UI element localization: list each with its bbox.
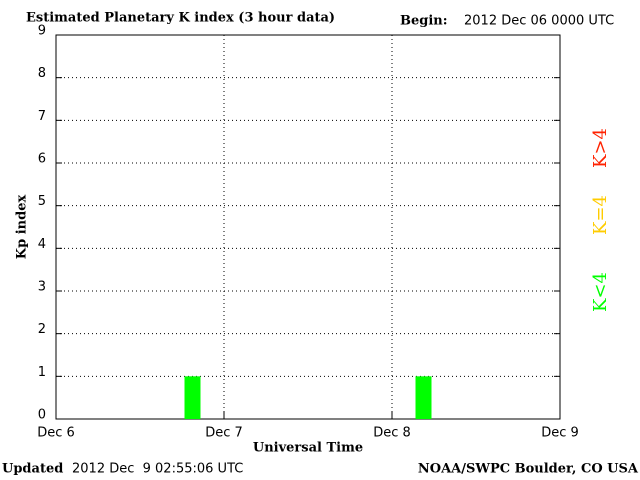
y-tick-label: 6 — [38, 152, 46, 167]
y-axis-label: Kp index — [15, 195, 30, 260]
y-tick-label: 4 — [38, 237, 46, 252]
y-tick-label: 2 — [38, 322, 46, 337]
source: NOAA/SWPC Boulder, CO USA — [418, 462, 639, 477]
bar — [184, 376, 201, 419]
y-tick-label: 9 — [38, 24, 46, 39]
x-tick-label: Dec 7 — [205, 426, 243, 441]
x-tick-label: Dec 9 — [541, 426, 579, 441]
updated-label: Updated — [2, 462, 63, 477]
x-axis-label: Universal Time — [253, 441, 363, 456]
y-tick-label: 0 — [38, 408, 46, 423]
legend-entry: K>4 — [590, 128, 611, 168]
y-tick-label: 7 — [38, 109, 46, 124]
begin-label: Begin: — [400, 14, 448, 29]
y-tick-label: 1 — [38, 365, 46, 380]
y-tick-label: 5 — [38, 194, 46, 209]
x-tick-label: Dec 8 — [373, 426, 411, 441]
plot-frame — [55, 34, 561, 420]
legend-entry: K=4 — [590, 195, 611, 235]
legend-entry: K<4 — [590, 272, 611, 312]
chart-title: Estimated Planetary K index (3 hour data… — [26, 11, 335, 26]
bar — [415, 376, 432, 419]
y-tick-label: 8 — [38, 66, 46, 81]
updated-date: 2012 Dec 9 02:55:06 UTC — [72, 462, 243, 477]
y-tick-label: 3 — [38, 280, 46, 295]
x-tick-label: Dec 6 — [37, 426, 75, 441]
begin-date: 2012 Dec 06 0000 UTC — [464, 14, 614, 29]
